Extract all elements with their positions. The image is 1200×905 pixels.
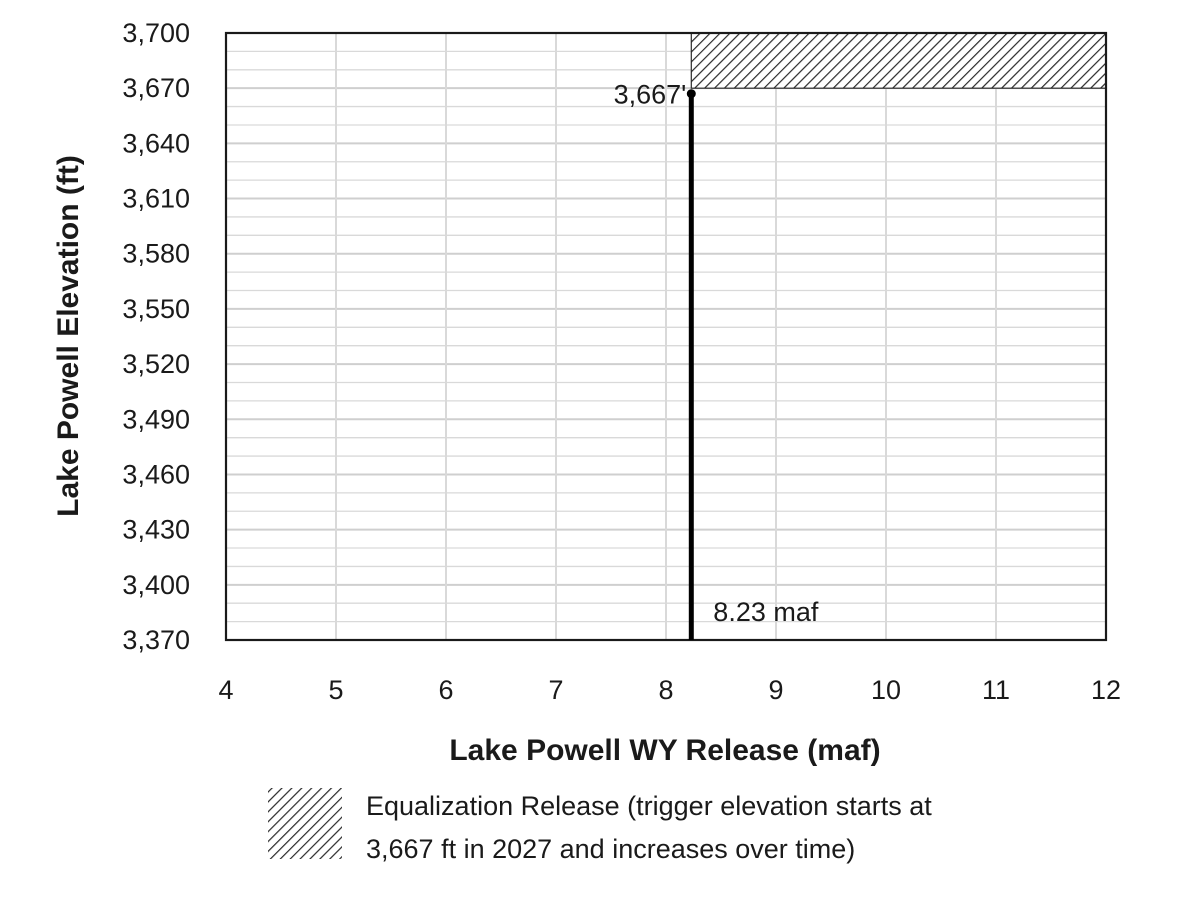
y-tick-label: 3,670 — [122, 73, 190, 103]
series — [686, 89, 696, 640]
regions — [690, 32, 1107, 89]
y-tick-label: 3,550 — [122, 294, 190, 324]
x-tick-label: 4 — [218, 675, 233, 705]
y-tick-label: 3,580 — [122, 239, 190, 269]
legend-label-line-1: Equalization Release (trigger elevation … — [366, 791, 932, 821]
y-tick-label: 3,430 — [122, 515, 190, 545]
y-tick-label: 3,700 — [122, 18, 190, 48]
release-line-endpoint — [686, 89, 696, 99]
x-tick-label: 6 — [438, 675, 453, 705]
x-tick-label: 5 — [328, 675, 343, 705]
release-annotation: 8.23 maf — [713, 597, 819, 627]
x-tick-label: 8 — [658, 675, 673, 705]
legend-label-line-2: 3,667 ft in 2027 and increases over time… — [366, 834, 855, 864]
grid — [225, 32, 1107, 641]
x-tick-label: 10 — [871, 675, 901, 705]
y-tick-label: 3,520 — [122, 349, 190, 379]
x-tick-label: 9 — [768, 675, 783, 705]
plot-border — [224, 31, 1108, 642]
legend: Equalization Release (trigger elevation … — [268, 788, 932, 864]
y-tick-label: 3,610 — [122, 184, 190, 214]
x-tick-label: 11 — [982, 675, 1010, 705]
elevation-annotation: 3,667' — [614, 80, 687, 110]
tick-labels: 3,370 3,400 3,430 3,460 3,490 3,520 3,550 3,580… — [122, 18, 1121, 705]
y-tick-label: 3,460 — [122, 459, 190, 489]
y-tick-label: 3,640 — [122, 128, 190, 158]
equalization-release-region — [690, 32, 1107, 89]
plot-frame — [224, 31, 1108, 642]
y-axis-title: Lake Powell Elevation (ft) — [52, 155, 85, 517]
x-tick-label: 7 — [548, 675, 563, 705]
x-tick-label: 12 — [1091, 675, 1121, 705]
y-tick-label: 3,490 — [122, 404, 190, 434]
legend-swatch — [268, 788, 342, 859]
x-axis-title: Lake Powell WY Release (maf) — [449, 734, 880, 767]
y-tick-label: 3,400 — [122, 570, 190, 600]
annotations: 3,667' 8.23 maf — [614, 80, 819, 627]
y-tick-label: 3,370 — [122, 625, 190, 655]
